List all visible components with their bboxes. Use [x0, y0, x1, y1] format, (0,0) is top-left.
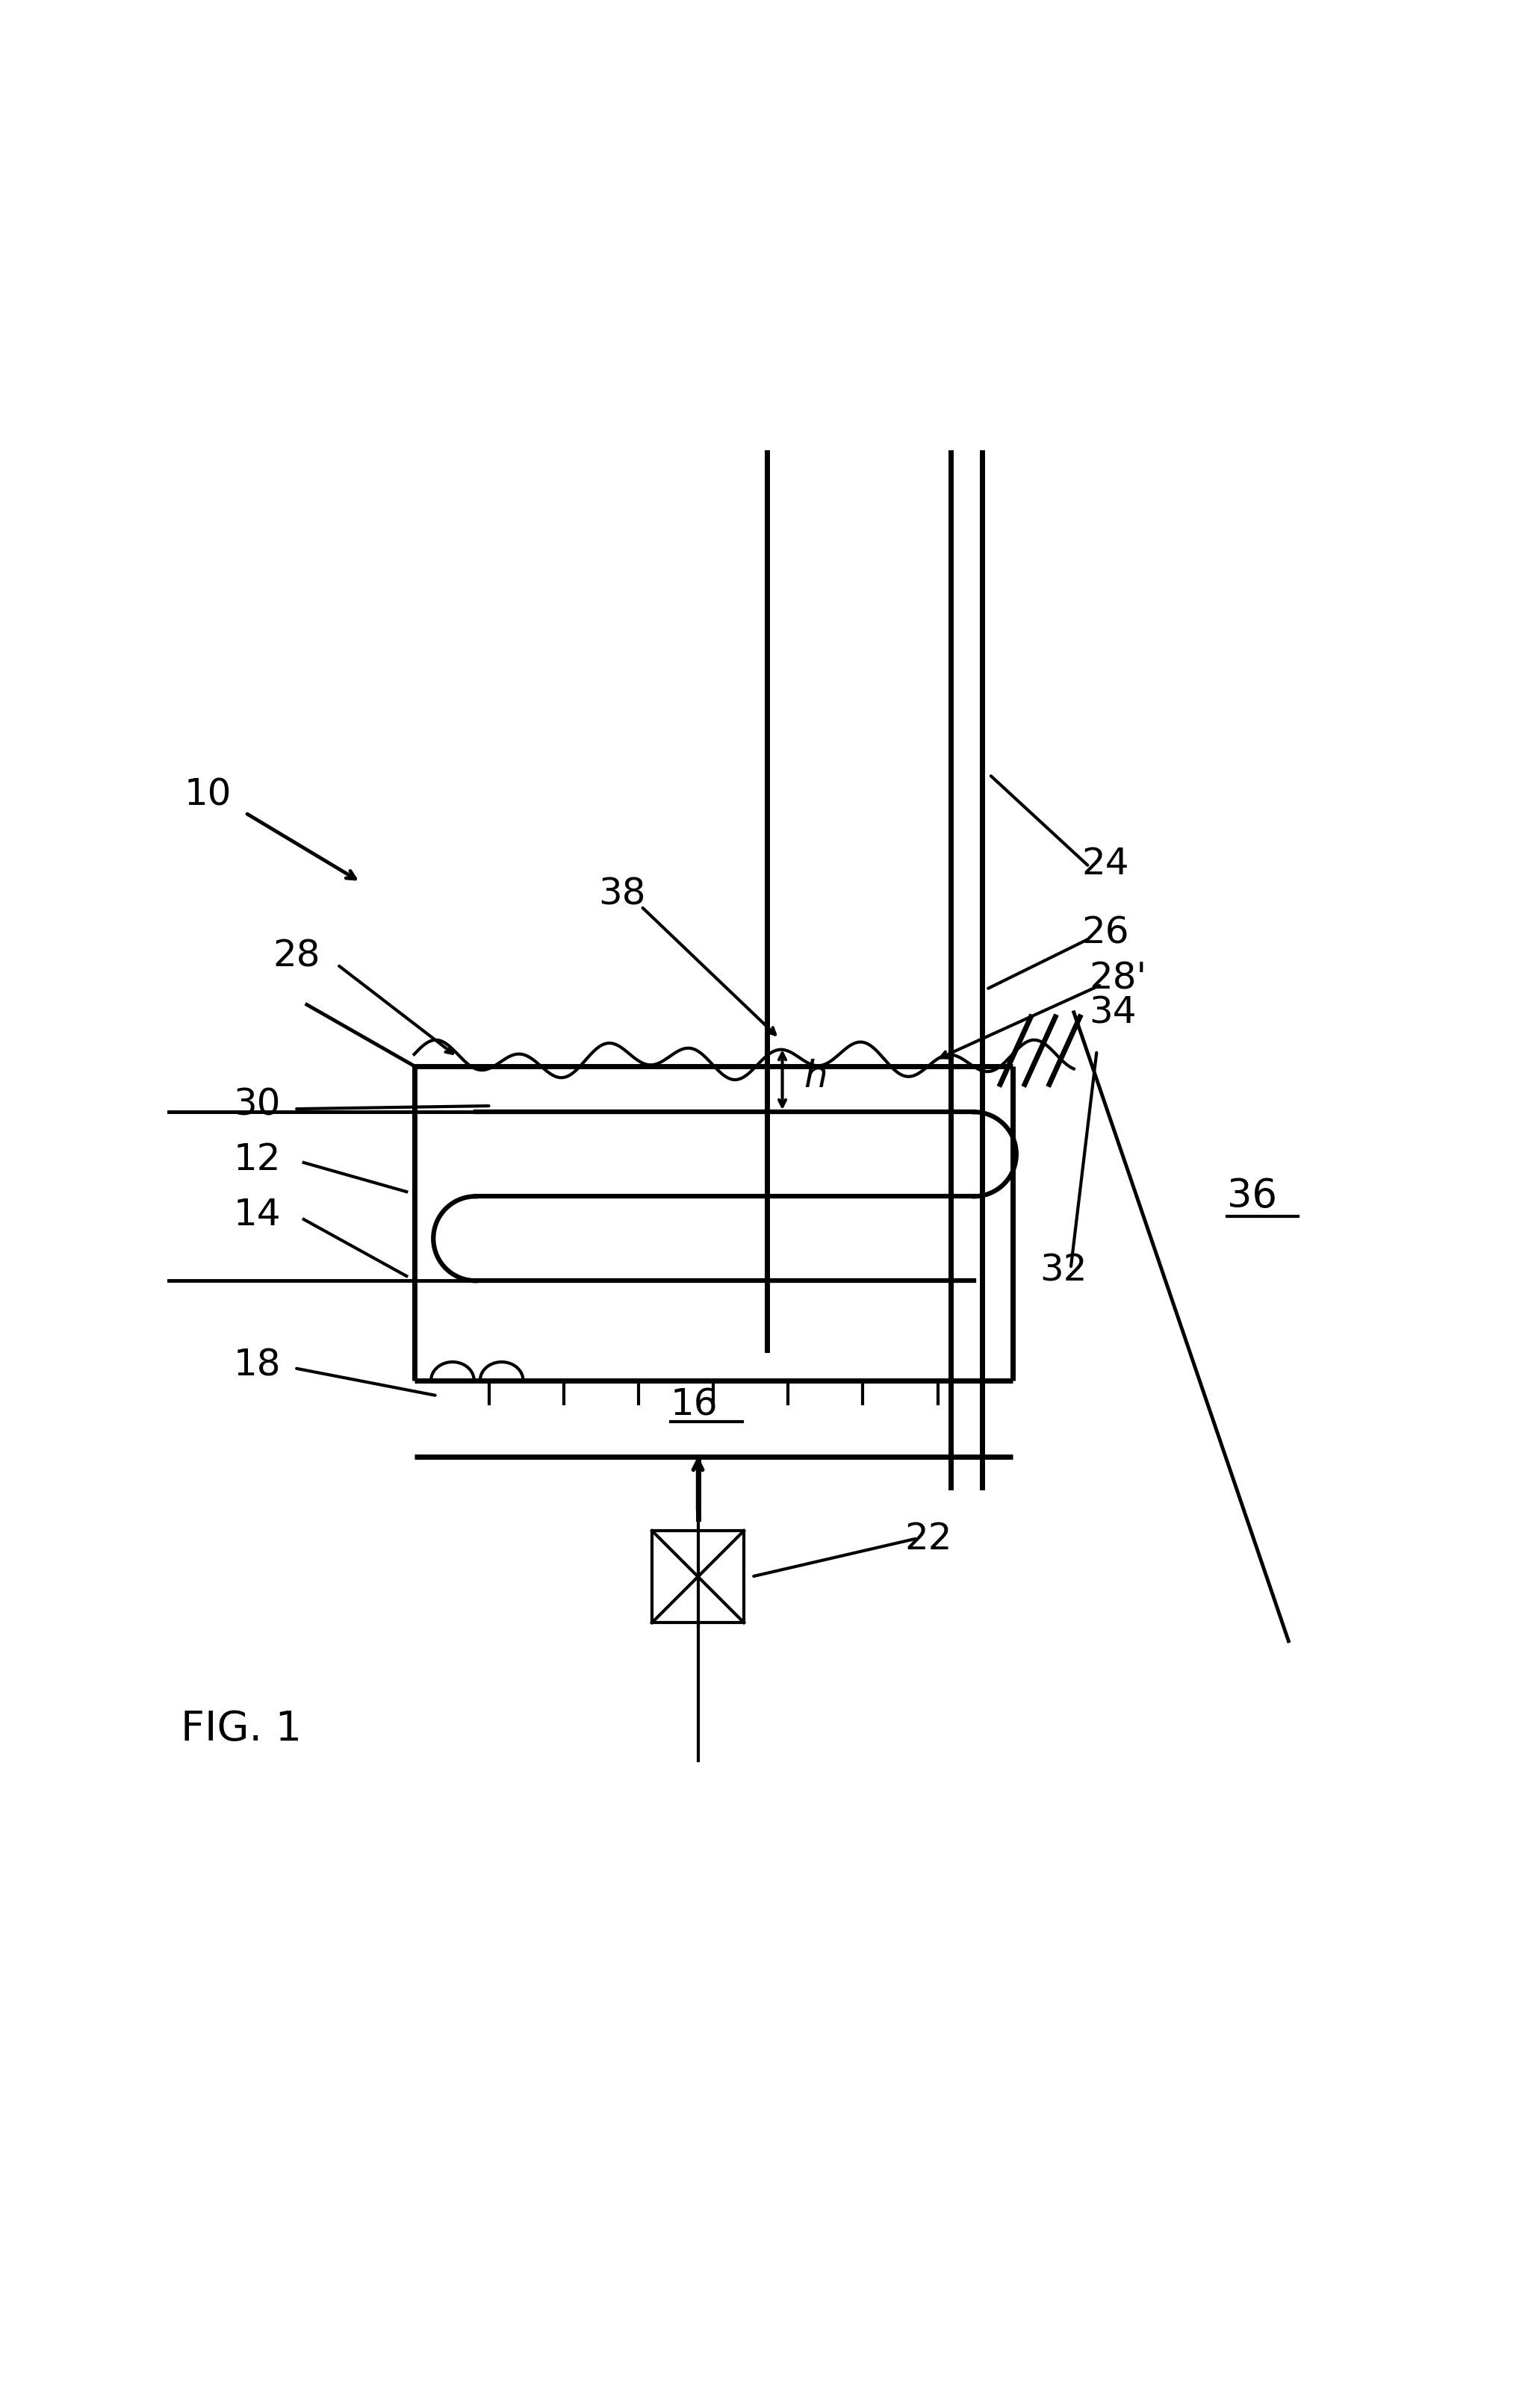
Text: 32: 32 — [1040, 1252, 1088, 1288]
Text: 18: 18 — [233, 1348, 281, 1382]
Text: 24: 24 — [1081, 845, 1129, 881]
Text: 22: 22 — [905, 1522, 953, 1556]
Text: h: h — [804, 1060, 827, 1096]
Text: 30: 30 — [233, 1086, 281, 1122]
Text: 38: 38 — [598, 877, 646, 913]
Text: 16: 16 — [670, 1387, 718, 1423]
Text: FIG. 1: FIG. 1 — [181, 1710, 302, 1751]
Text: 28': 28' — [1089, 961, 1147, 997]
Text: 12: 12 — [233, 1141, 281, 1178]
Text: 26: 26 — [1081, 915, 1129, 951]
Text: 10: 10 — [184, 778, 232, 814]
Text: 34: 34 — [1089, 995, 1137, 1031]
Text: 28: 28 — [273, 937, 321, 973]
Text: 14: 14 — [233, 1197, 281, 1233]
Text: 36: 36 — [1227, 1178, 1278, 1216]
